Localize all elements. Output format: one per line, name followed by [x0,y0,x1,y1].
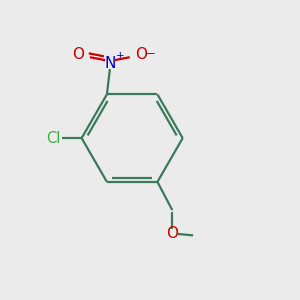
Text: O: O [73,47,85,62]
Text: +: + [116,51,124,61]
Text: −: − [146,47,155,60]
Text: N: N [104,56,116,70]
Text: O: O [166,226,178,242]
Text: O: O [135,47,147,62]
Text: Cl: Cl [46,130,60,146]
